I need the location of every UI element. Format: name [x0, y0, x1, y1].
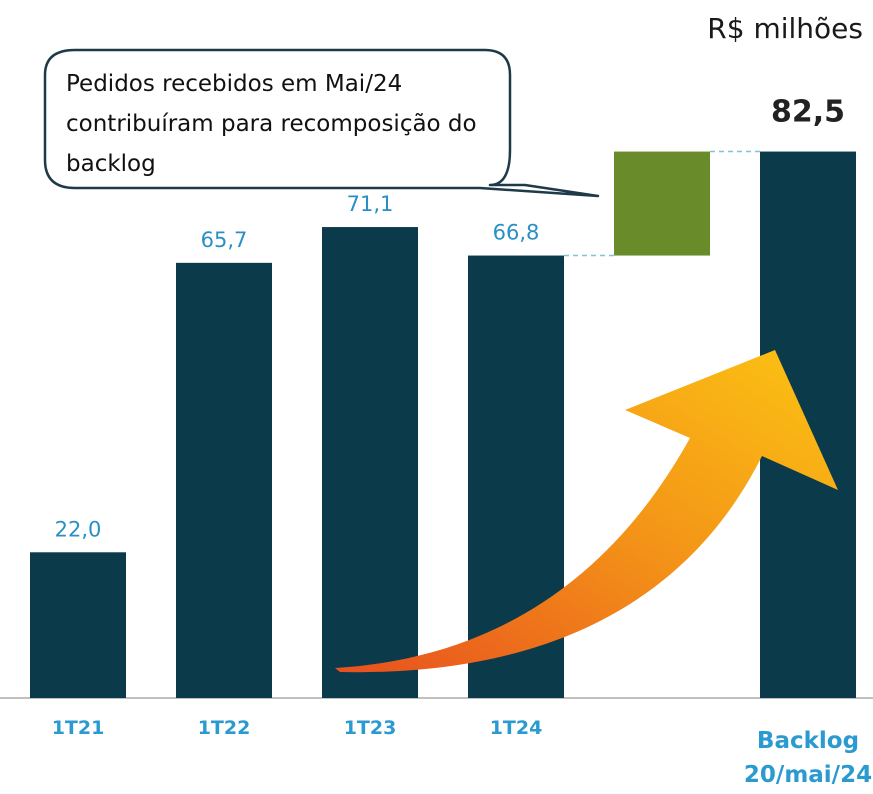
value-label: 82,5 [771, 95, 845, 130]
bar [322, 227, 418, 698]
bar [614, 151, 710, 256]
annotation: Pedidos recebidos em Mai/24 contribuíram… [66, 71, 477, 177]
x-tick-label: 1T22 [198, 717, 251, 739]
x-tick-label: 1T24 [490, 717, 543, 739]
callout-bubble [43, 48, 600, 198]
bar [176, 262, 272, 698]
value-label: 65,7 [201, 228, 248, 252]
growth-arrow [335, 350, 838, 673]
x-tick-label: 1T23 [344, 717, 397, 739]
value-label: 66,8 [493, 221, 540, 245]
x-tick-label: 1T21 [52, 717, 105, 739]
bars: 22,0 1T21 65,7 1T22 71,1 1T23 66,8 1T24 82,5 [30, 95, 856, 739]
value-label: 22,0 [55, 517, 102, 541]
bar [30, 552, 126, 698]
x-tick-label: Backlog 20/mai/24 [743, 728, 873, 788]
unit-label: R$ milhões [707, 12, 863, 45]
value-label: 71,1 [347, 192, 394, 216]
